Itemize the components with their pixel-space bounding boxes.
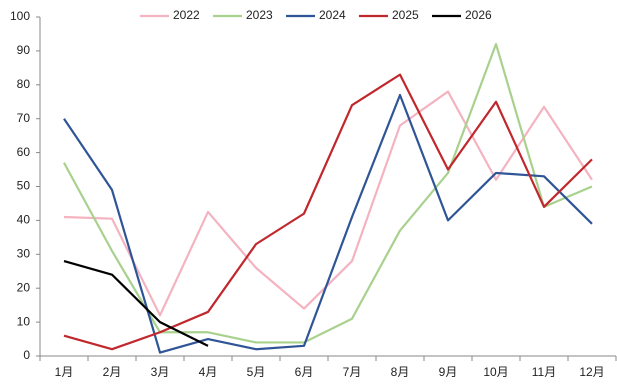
y-tick-label: 0 — [23, 348, 30, 362]
legend-label: 2022 — [173, 8, 200, 22]
y-tick-label: 100 — [10, 9, 30, 23]
y-tick-label: 20 — [17, 280, 31, 294]
legend-label: 2024 — [319, 8, 346, 22]
x-tick-label: 11月 — [532, 365, 556, 379]
y-tick-label: 40 — [17, 213, 31, 227]
x-tick-label: 10月 — [483, 365, 508, 379]
x-tick-label: 4月 — [199, 365, 218, 379]
y-tick-label: 30 — [17, 246, 31, 260]
x-tick-label: 2月 — [103, 365, 122, 379]
y-tick-label: 10 — [17, 314, 31, 328]
legend-label: 2023 — [246, 8, 273, 22]
y-tick-label: 80 — [17, 77, 31, 91]
y-tick-label: 60 — [17, 145, 31, 159]
series-line — [63, 90, 593, 317]
x-tick-label: 12月 — [579, 365, 604, 379]
y-tick-label: 70 — [17, 111, 31, 125]
series-line — [63, 93, 593, 354]
x-tick-label: 5月 — [247, 365, 266, 379]
series-line — [63, 43, 593, 344]
legend-label: 2025 — [392, 8, 419, 22]
x-tick-label: 3月 — [151, 365, 170, 379]
x-tick-label: 7月 — [343, 365, 362, 379]
x-tick-label: 1月 — [55, 365, 74, 379]
series-line — [63, 260, 209, 347]
series-line — [63, 73, 593, 351]
legend-label: 2026 — [465, 8, 492, 22]
y-tick-label: 90 — [17, 43, 31, 57]
x-tick-label: 6月 — [295, 365, 314, 379]
x-tick-label: 8月 — [391, 365, 410, 379]
x-tick-label: 9月 — [439, 365, 458, 379]
y-tick-label: 50 — [17, 179, 31, 193]
